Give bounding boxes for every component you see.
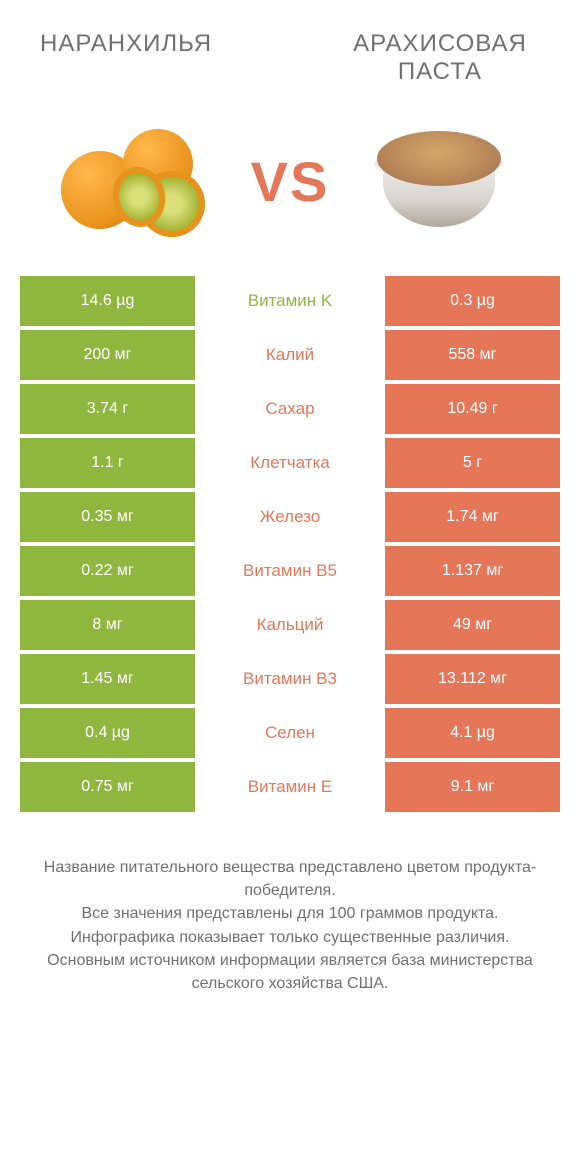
- table-row: 1.45 мгВитамин B313.112 мг: [20, 654, 560, 704]
- vs-label: VS: [251, 149, 330, 214]
- left-food-image: [61, 116, 221, 246]
- footer-line: Название питательного вещества представл…: [30, 856, 550, 902]
- table-row: 0.35 мгЖелезо1.74 мг: [20, 492, 560, 542]
- left-food-title: Наранхилья: [40, 30, 212, 58]
- left-value: 0.22 мг: [20, 546, 195, 596]
- right-value: 0.3 µg: [385, 276, 560, 326]
- nutrient-label: Железо: [195, 492, 385, 542]
- right-value: 4.1 µg: [385, 708, 560, 758]
- nutrient-label: Витамин B3: [195, 654, 385, 704]
- right-value: 9.1 мг: [385, 762, 560, 812]
- footer-line: Основным источником информации является …: [30, 949, 550, 995]
- right-food-title: Арахисовая паста: [340, 30, 540, 86]
- left-value: 8 мг: [20, 600, 195, 650]
- nutrient-label: Витамин B5: [195, 546, 385, 596]
- left-value: 0.75 мг: [20, 762, 195, 812]
- nutrient-label: Калий: [195, 330, 385, 380]
- nutrient-label: Кальций: [195, 600, 385, 650]
- footer-notes: Название питательного вещества представл…: [0, 816, 580, 995]
- table-row: 8 мгКальций49 мг: [20, 600, 560, 650]
- right-value: 5 г: [385, 438, 560, 488]
- table-row: 0.75 мгВитамин E9.1 мг: [20, 762, 560, 812]
- peanut-butter-icon: [369, 121, 509, 241]
- right-value: 1.137 мг: [385, 546, 560, 596]
- right-food-image: [359, 116, 519, 246]
- footer-line: Все значения представлены для 100 граммо…: [30, 902, 550, 925]
- left-value: 14.6 µg: [20, 276, 195, 326]
- right-value: 10.49 г: [385, 384, 560, 434]
- left-value: 1.1 г: [20, 438, 195, 488]
- comparison-table: 14.6 µgВитамин K0.3 µg200 мгКалий558 мг3…: [0, 276, 580, 812]
- nutrient-label: Витамин K: [195, 276, 385, 326]
- nutrient-label: Сахар: [195, 384, 385, 434]
- footer-line: Инфографика показывает только существенн…: [30, 926, 550, 949]
- table-row: 0.22 мгВитамин B51.137 мг: [20, 546, 560, 596]
- table-row: 14.6 µgВитамин K0.3 µg: [20, 276, 560, 326]
- table-row: 1.1 гКлетчатка5 г: [20, 438, 560, 488]
- header: Наранхилья Арахисовая паста: [0, 0, 580, 106]
- left-value: 1.45 мг: [20, 654, 195, 704]
- nutrient-label: Клетчатка: [195, 438, 385, 488]
- left-value: 0.35 мг: [20, 492, 195, 542]
- table-row: 0.4 µgСелен4.1 µg: [20, 708, 560, 758]
- right-value: 1.74 мг: [385, 492, 560, 542]
- table-row: 3.74 гСахар10.49 г: [20, 384, 560, 434]
- left-value: 3.74 г: [20, 384, 195, 434]
- nutrient-label: Витамин E: [195, 762, 385, 812]
- right-value: 13.112 мг: [385, 654, 560, 704]
- table-row: 200 мгКалий558 мг: [20, 330, 560, 380]
- left-value: 0.4 µg: [20, 708, 195, 758]
- right-value: 558 мг: [385, 330, 560, 380]
- naranjilla-icon: [61, 121, 221, 241]
- nutrient-label: Селен: [195, 708, 385, 758]
- vs-row: VS: [0, 106, 580, 276]
- left-value: 200 мг: [20, 330, 195, 380]
- right-value: 49 мг: [385, 600, 560, 650]
